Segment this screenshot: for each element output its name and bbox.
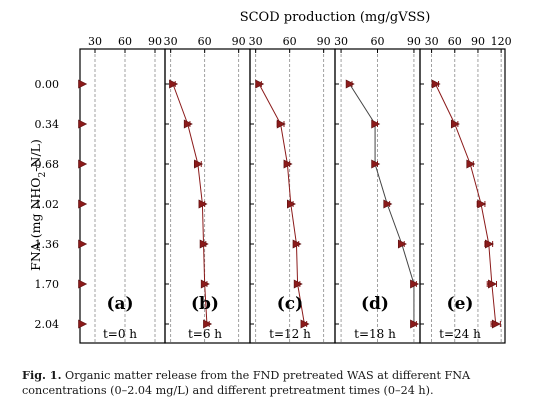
data-point [169,79,179,89]
panel-c: 30 60 90 (c) t=12 h [249,35,336,344]
x-tick-label: 60 [198,35,212,48]
data-point [293,279,303,289]
data-point [383,199,393,209]
data-point [477,199,487,209]
data-point [491,319,501,329]
y-tick-label: 0.68 [35,158,60,171]
data-point [78,159,88,169]
data-point [78,319,88,329]
x-tick-label: 30 [164,35,178,48]
panel-letter: (e) [447,294,474,314]
data-point [283,159,293,169]
y-tick-label: 1.36 [35,238,60,251]
x-tick-label: 60 [118,35,132,48]
panel-letter: (c) [277,294,303,314]
data-point [78,119,88,129]
panel-frame [419,48,506,344]
panel-time-label: t=24 h [439,327,481,341]
y-tick-label: 1.02 [35,198,60,211]
data-point [292,239,302,249]
data-point [410,279,420,289]
data-point [255,79,265,89]
data-point [78,239,88,249]
chart-panels: 30 60 90 (a) t=0 h 30 60 90 (b) t=6 h 30 60 90 (c) t=1… [78,35,512,344]
y-tick-label: 0.34 [35,118,60,131]
data-point [198,199,208,209]
panel-d: 30 60 90 (d) t=18 h [334,35,421,344]
chart-figure: SCOD production (mg/gVSS) FNA (mg NHO2-N… [28,10,512,344]
data-point [194,159,204,169]
data-point [286,199,296,209]
series-line [258,83,305,325]
data-point [466,159,476,169]
panel-time-label: t=12 h [269,327,311,341]
data-point [484,239,494,249]
data-point [183,119,193,129]
x-tick-label: 120 [491,35,512,48]
x-tick-label: 30 [249,35,263,48]
x-tick-label: 90 [148,35,162,48]
data-point [78,199,88,209]
panel-e: 30 60 90 120 (e) t=24 h [419,35,512,344]
panel-letter: (d) [361,294,389,314]
panel-a: 30 60 90 (a) t=0 h [78,35,166,344]
data-point [450,119,460,129]
x-tick-label: 90 [471,35,485,48]
series-line [349,83,415,324]
panel-letter: (a) [106,294,133,314]
x-axis-title: SCOD production (mg/gVSS) [240,10,431,25]
data-point [371,159,381,169]
data-point [199,239,209,249]
panel-time-label: t=18 h [354,327,396,341]
x-tick-label: 60 [448,35,462,48]
panel-time-label: t=0 h [103,327,137,341]
data-point [371,119,381,129]
data-point [431,79,441,89]
figure-caption: Fig. 1. Organic matter release from the … [22,368,532,398]
panel-time-label: t=6 h [188,327,222,341]
data-point [300,319,310,329]
caption-text: Organic matter release from the FND pret… [22,369,471,397]
x-tick-label: 30 [88,35,102,48]
y-axis-title: FNA (mg NHO2-N/L) [28,139,48,271]
data-point [397,239,407,249]
panel-letter: (b) [191,294,219,314]
x-tick-label: 90 [232,35,246,48]
data-point [276,119,286,129]
panel-b: 30 60 90 (b) t=6 h [164,35,251,344]
data-point [488,279,498,289]
data-point [78,79,88,89]
x-tick-label: 30 [425,35,439,48]
x-tick-label: 30 [334,35,348,48]
x-tick-label: 90 [407,35,421,48]
y-tick-labels: 0.00 0.34 0.68 1.02 1.36 1.70 2.04 [35,78,60,331]
y-tick-label: 0.00 [35,78,60,91]
data-point [203,319,213,329]
caption-label: Fig. 1. [22,368,62,382]
y-tick-label: 1.70 [35,278,60,291]
series-line [435,83,497,325]
x-tick-label: 60 [371,35,385,48]
x-tick-label: 60 [283,35,297,48]
data-point [78,279,88,289]
y-tick-label: 2.04 [35,318,60,331]
data-point [200,279,210,289]
data-point [345,79,355,89]
x-tick-label: 90 [317,35,331,48]
data-point [410,319,420,329]
